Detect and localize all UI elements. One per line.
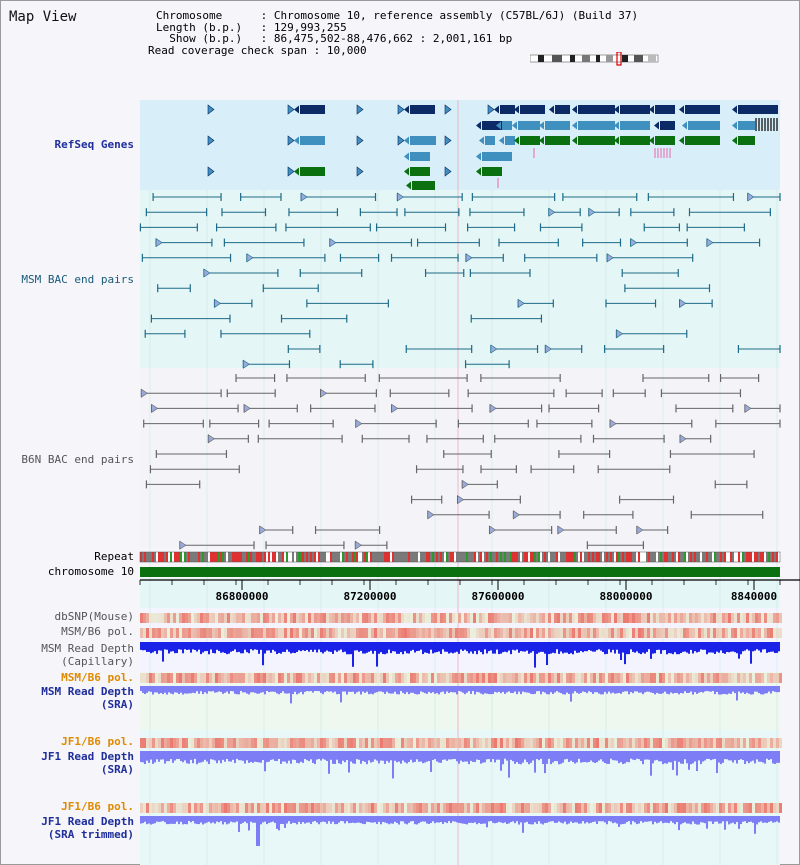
- refseq-gene: [520, 105, 545, 114]
- refseq-gene: [505, 136, 515, 145]
- refseq-gene: [660, 121, 675, 130]
- jf1-band: [140, 730, 780, 865]
- refseq-gene: [518, 121, 540, 130]
- chromosome-bar: [140, 567, 780, 577]
- refseq-gene: [738, 136, 755, 145]
- ruler-tick-label: 86800000: [216, 590, 269, 603]
- ruler-tick-label: 8840000: [731, 590, 777, 603]
- region-info: Chromosome : Chromosome 10, reference as…: [140, 10, 638, 56]
- refseq-gene: [300, 167, 325, 176]
- info-row-coverage: Read coverage check span : 10,000: [148, 43, 367, 57]
- gene-arrow: [287, 104, 295, 115]
- track-label-msm-depth-sra-sub: (SRA): [100, 698, 134, 711]
- refseq-gene: [655, 136, 675, 145]
- gene-arrow: [444, 135, 452, 146]
- track-label-jf1-pol-2[interactable]: JF1/B6 pol.: [61, 800, 134, 813]
- track-label-repeat[interactable]: Repeat: [94, 550, 134, 563]
- refseq-gene: [620, 136, 650, 145]
- refseq-gene: [482, 167, 502, 176]
- refseq-gene: [545, 136, 570, 145]
- refseq-gene: [685, 136, 720, 145]
- gene-arrow: [356, 104, 364, 115]
- track-label-msm-pol[interactable]: MSM/B6 pol.: [61, 625, 134, 638]
- gene-arrow: [287, 135, 295, 146]
- refseq-gene: [655, 105, 675, 114]
- track-label-refseq[interactable]: RefSeq Genes: [54, 138, 134, 151]
- track-label-jf1-depth-trim[interactable]: JF1 Read Depth: [41, 815, 134, 828]
- track-label-jf1-depth-sra[interactable]: JF1 Read Depth: [41, 750, 134, 763]
- refseq-gene: [578, 121, 615, 130]
- track-label-jf1-pol[interactable]: JF1/B6 pol.: [61, 735, 134, 748]
- track-label-msm-depth-sra[interactable]: MSM Read Depth: [41, 685, 134, 698]
- gene-arrow: [356, 135, 364, 146]
- track-label-msm-depth-cap[interactable]: MSM Read Depth: [41, 642, 134, 655]
- ruler-tick-label: 88000000: [600, 590, 653, 603]
- ruler-tick-label: 87600000: [472, 590, 525, 603]
- ideogram-icon[interactable]: [530, 52, 660, 66]
- refseq-gene: [410, 152, 430, 161]
- gene-arrow: [444, 166, 452, 177]
- gene-arrow: [207, 135, 215, 146]
- refseq-gene: [412, 181, 435, 190]
- refseq-gene: [500, 105, 515, 114]
- refseq-gene: [482, 152, 512, 161]
- refseq-gene: [555, 105, 570, 114]
- b6n-bac-band: [140, 368, 780, 548]
- track-label-jf1-depth-sra-sub: (SRA): [100, 763, 134, 776]
- refseq-gene: [482, 121, 502, 130]
- ruler-tick-label: 87200000: [344, 590, 397, 603]
- refseq-gene: [578, 136, 615, 145]
- info-row-show: Show (b.p.) : 86,475,502-88,476,662 : 2,…: [156, 32, 513, 45]
- msm-bac-band: [140, 190, 780, 368]
- info-row-chromosome: Chromosome : Chromosome 10, reference as…: [156, 9, 639, 22]
- gene-arrow: [397, 104, 405, 115]
- gene-arrow: [287, 166, 295, 177]
- refseq-gene: [410, 167, 430, 176]
- refseq-gene: [300, 136, 325, 145]
- refseq-gene: [520, 136, 540, 145]
- refseq-gene: [545, 121, 570, 130]
- track-label-msm-pol-2[interactable]: MSM/B6 pol.: [61, 671, 134, 684]
- refseq-gene: [738, 121, 755, 130]
- track-label-msm-bac[interactable]: MSM BAC end pairs: [21, 273, 134, 286]
- refseq-gene: [688, 121, 720, 130]
- refseq-gene: [578, 105, 615, 114]
- refseq-gene: [620, 121, 650, 130]
- track-label-dbsnp[interactable]: dbSNP(Mouse): [54, 610, 134, 623]
- gene-arrow: [207, 104, 215, 115]
- info-row-length: Length (b.p.) : 129,993,255: [156, 20, 347, 34]
- gene-arrow: [487, 104, 495, 115]
- refseq-gene: [502, 121, 512, 130]
- gene-arrow: [444, 104, 452, 115]
- track-label-b6n-bac[interactable]: B6N BAC end pairs: [21, 453, 134, 466]
- refseq-gene: [738, 105, 778, 114]
- refseq-gene: [685, 105, 720, 114]
- track-label-chromosome[interactable]: chromosome 10: [47, 565, 134, 578]
- track-label-jf1-depth-trim-sub: (SRA trimmed): [47, 828, 134, 841]
- gene-arrow: [397, 135, 405, 146]
- refseq-gene: [620, 105, 650, 114]
- track-label-msm-depth-cap-sub: (Capillary): [61, 655, 134, 668]
- gene-arrow: [207, 166, 215, 177]
- refseq-gene: [410, 105, 435, 114]
- repeat-track: [139, 551, 781, 563]
- gene-arrow: [356, 166, 364, 177]
- view-title: Map View: [9, 9, 77, 25]
- refseq-gene: [300, 105, 325, 114]
- refseq-gene: [410, 136, 436, 145]
- refseq-gene: [485, 136, 495, 145]
